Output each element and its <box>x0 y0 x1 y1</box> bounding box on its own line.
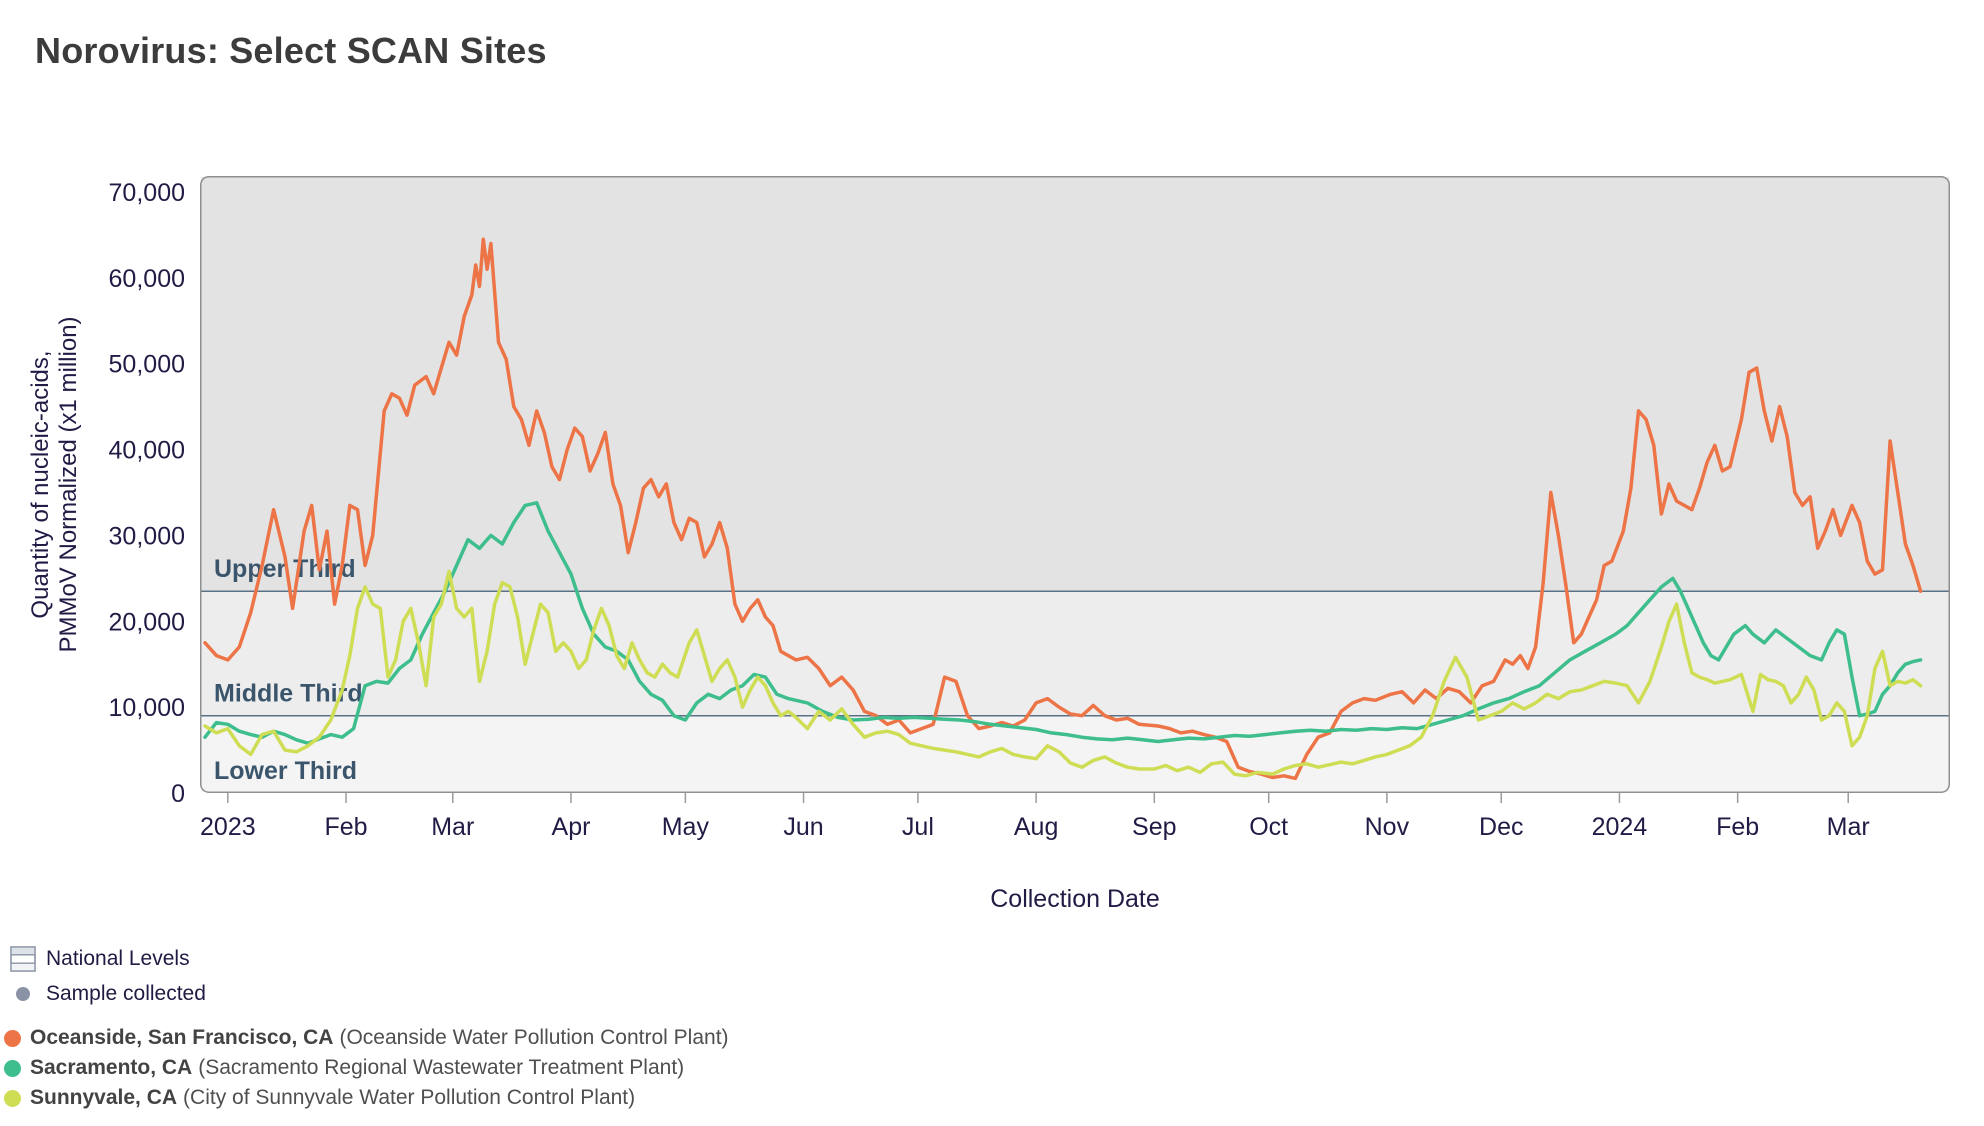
x-tick-label-feb: Feb <box>1716 813 1759 841</box>
x-tick-label-2024: 2024 <box>1592 813 1648 841</box>
site-name: Oceanside, San Francisco, CA <box>30 1026 334 1049</box>
series-line-sacramento-ca[interactable] <box>203 501 1923 745</box>
y-tick-label-60000: 60,000 <box>109 265 185 293</box>
x-tick-label-nov: Nov <box>1365 813 1410 841</box>
site-detail: (Sacramento Regional Wastewater Treatmen… <box>198 1056 685 1079</box>
x-tick-label-apr: Apr <box>552 813 591 841</box>
x-tick-label-sep: Sep <box>1132 813 1176 841</box>
y-tick-label-20000: 20,000 <box>109 608 185 636</box>
legend-item-site-sunnyvale[interactable]: Sunnyvale, CA (City of Sunnyvale Water P… <box>4 1086 635 1110</box>
page-title: Norovirus: Select SCAN Sites <box>35 30 547 71</box>
site-name: Sunnyvale, CA <box>30 1086 178 1109</box>
site-detail: (City of Sunnyvale Water Pollution Contr… <box>183 1086 636 1109</box>
x-tick-label-may: May <box>662 813 710 841</box>
legend-sample-collected-label: Sample collected <box>46 982 206 1005</box>
y-tick-label-10000: 10,000 <box>109 694 185 722</box>
x-tick-label-feb: Feb <box>324 813 367 841</box>
sample-collected-dot-icon <box>16 987 30 1001</box>
sunnyvale-series-dot-icon <box>4 1089 21 1107</box>
band-label-lower-third: Lower Third <box>214 757 357 785</box>
legend-item-site-sacramento[interactable]: Sacramento, CA (Sacramento Regional Wast… <box>4 1056 684 1080</box>
y-axis-title-line-1: Quantity of nucleic-acids, <box>27 350 54 618</box>
y-tick-label-0: 0 <box>171 780 185 808</box>
x-tick-label-dec: Dec <box>1479 813 1523 841</box>
national-levels-icon <box>10 946 36 972</box>
sacramento-series-dot-icon <box>4 1059 21 1077</box>
y-axis-title-line-2: PMMoV Normalized (x1 million) <box>55 316 82 652</box>
y-tick-label-70000: 70,000 <box>109 179 185 207</box>
y-tick-label-50000: 50,000 <box>109 351 185 379</box>
plot-frame <box>200 176 1950 793</box>
x-axis-title: Collection Date <box>990 885 1160 913</box>
x-tick-label-mar: Mar <box>1827 813 1870 841</box>
x-tick-label-jul: Jul <box>902 813 934 841</box>
y-tick-label-40000: 40,000 <box>109 437 185 465</box>
plot-band-lower-third[interactable] <box>201 715 1949 792</box>
legend-item-site-oceanside[interactable]: Oceanside, San Francisco, CA (Oceanside … <box>4 1026 729 1050</box>
y-tick-label-30000: 30,000 <box>109 522 185 550</box>
x-tick-label-oct: Oct <box>1249 813 1288 841</box>
legend-national-levels-label: National Levels <box>46 947 190 970</box>
legend-item-national-levels[interactable]: National Levels <box>10 946 190 972</box>
plot-band-upper-third[interactable] <box>201 177 1949 592</box>
series-line-sunnyvale-ca[interactable] <box>203 569 1923 778</box>
site-name: Sacramento, CA <box>30 1056 193 1079</box>
site-detail: (Oceanside Water Pollution Control Plant… <box>339 1026 729 1049</box>
x-tick-label-2023: 2023 <box>200 813 256 841</box>
legend-item-sample-collected[interactable]: Sample collected <box>10 982 206 1006</box>
x-tick-label-mar: Mar <box>431 813 474 841</box>
series-line-oceanside-san-francisco-ca[interactable] <box>203 237 1923 781</box>
x-tick-label-jun: Jun <box>783 813 823 841</box>
x-tick-label-aug: Aug <box>1014 813 1058 841</box>
oceanside-series-dot-icon <box>4 1029 21 1047</box>
